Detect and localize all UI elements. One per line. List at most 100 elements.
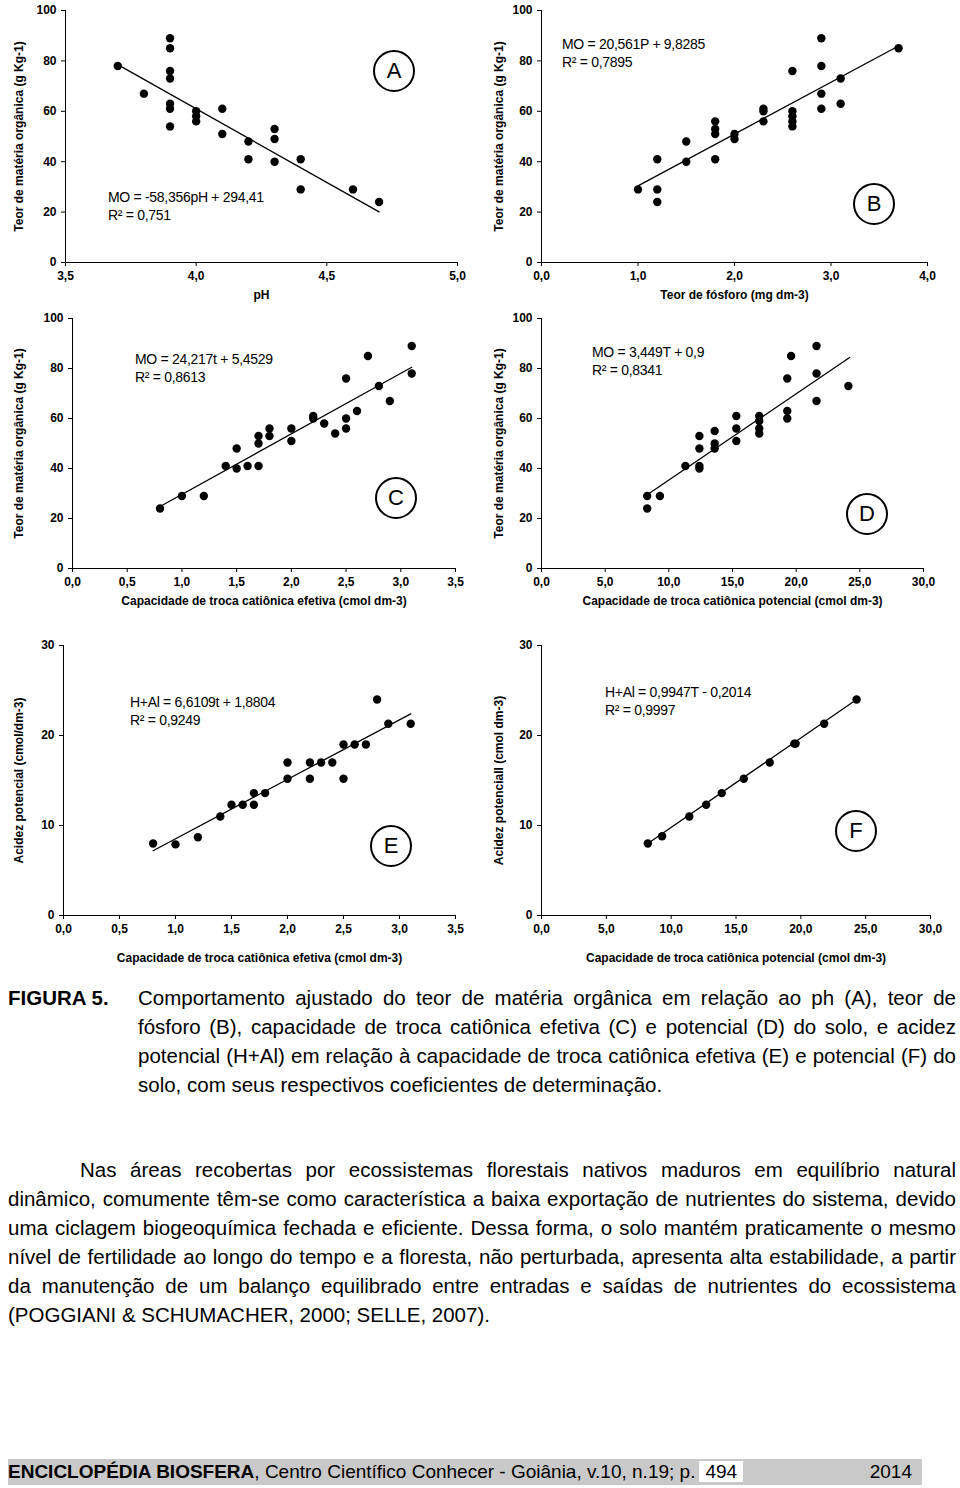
html-text:R² = 0,8341: R² = 0,8341 — [592, 362, 663, 378]
svg-text:20: 20 — [43, 205, 57, 219]
svg-text:pH: pH — [254, 288, 270, 302]
html-text:A: A — [386, 58, 402, 83]
svg-text:20,0: 20,0 — [789, 922, 813, 936]
svg-text:60: 60 — [43, 104, 57, 118]
svg-text:80: 80 — [50, 361, 64, 375]
svg-text:80: 80 — [519, 361, 533, 375]
svg-text:60: 60 — [50, 411, 64, 425]
svg-text:4,0: 4,0 — [919, 269, 936, 283]
svg-text:3,5: 3,5 — [447, 922, 464, 936]
svg-text:5,0: 5,0 — [597, 575, 614, 589]
svg-text:10,0: 10,0 — [659, 922, 683, 936]
svg-text:40: 40 — [519, 461, 533, 475]
svg-text:Teor de matéria orgânica (g Kg: Teor de matéria orgânica (g Kg-1) — [12, 41, 26, 231]
svg-text:3,5: 3,5 — [57, 269, 74, 283]
svg-text:0,5: 0,5 — [111, 922, 128, 936]
html-text:R² = 0,7895: R² = 0,7895 — [562, 54, 633, 70]
svg-text:100: 100 — [36, 3, 56, 17]
html-text:Nas áreas recobertas por ecoss: Nas áreas recobertas por ecossistemas fl… — [8, 1158, 956, 1326]
svg-text:15,0: 15,0 — [724, 922, 748, 936]
svg-text:0,0: 0,0 — [64, 575, 81, 589]
svg-text:0: 0 — [526, 561, 533, 575]
svg-text:20: 20 — [519, 511, 533, 525]
svg-text:100: 100 — [43, 311, 63, 325]
svg-text:10: 10 — [519, 818, 533, 832]
html-text:2014: 2014 — [869, 1461, 912, 1482]
svg-text:1,5: 1,5 — [228, 575, 245, 589]
html-text:494: 494 — [705, 1461, 738, 1482]
html-text:MO = 24,217t + 5,4529: MO = 24,217t + 5,4529 — [135, 351, 273, 367]
svg-text:20: 20 — [519, 728, 533, 742]
svg-text:3,0: 3,0 — [391, 922, 408, 936]
svg-text:80: 80 — [519, 54, 533, 68]
svg-text:0: 0 — [50, 255, 57, 269]
svg-text:30: 30 — [519, 638, 533, 652]
svg-text:3,5: 3,5 — [447, 575, 464, 589]
svg-text:0,5: 0,5 — [119, 575, 136, 589]
svg-text:0,0: 0,0 — [533, 269, 550, 283]
html-text:ENCICLOPÉDIA BIOSFERA, Centro: ENCICLOPÉDIA BIOSFERA, Centro Científico… — [8, 1461, 696, 1482]
svg-text:60: 60 — [519, 411, 533, 425]
svg-text:Teor de matéria orgânica (g Kg: Teor de matéria orgânica (g Kg-1) — [12, 348, 26, 538]
svg-text:Teor de matéria orgânica (g Kg: Teor de matéria orgânica (g Kg-1) — [492, 41, 506, 231]
svg-text:40: 40 — [43, 155, 57, 169]
svg-text:0: 0 — [526, 908, 533, 922]
svg-text:25,0: 25,0 — [854, 922, 878, 936]
svg-text:Capacidade de troca catiônica: Capacidade de troca catiônica potencial … — [582, 594, 882, 608]
html-text:Comportamento ajustado do teor: Comportamento ajustado do teor de matéri… — [138, 986, 956, 1096]
svg-text:0,0: 0,0 — [55, 922, 72, 936]
svg-text:1,0: 1,0 — [167, 922, 184, 936]
svg-text:2,5: 2,5 — [335, 922, 352, 936]
svg-text:4,0: 4,0 — [188, 269, 205, 283]
svg-text:0,0: 0,0 — [533, 575, 550, 589]
svg-text:2,0: 2,0 — [726, 269, 743, 283]
svg-text:Capacidade de troca catiônica: Capacidade de troca catiônica efetiva (c… — [117, 951, 402, 965]
svg-text:0,0: 0,0 — [533, 922, 550, 936]
svg-text:4,5: 4,5 — [318, 269, 335, 283]
svg-text:Capacidade de troca catiônica: Capacidade de troca catiônica efetiva (c… — [121, 594, 406, 608]
svg-text:5,0: 5,0 — [449, 269, 466, 283]
svg-text:10,0: 10,0 — [657, 575, 681, 589]
svg-text:3,0: 3,0 — [392, 575, 409, 589]
svg-text:100: 100 — [512, 3, 532, 17]
svg-text:1,0: 1,0 — [630, 269, 647, 283]
svg-text:100: 100 — [512, 311, 532, 325]
html-text:B: B — [866, 191, 882, 216]
svg-text:2,0: 2,0 — [279, 922, 296, 936]
svg-text:0: 0 — [526, 255, 533, 269]
html-text:C: C — [388, 485, 404, 510]
html-text:MO = -58,356pH + 294,41: MO = -58,356pH + 294,41 — [108, 189, 264, 205]
svg-text:5,0: 5,0 — [598, 922, 615, 936]
svg-text:15,0: 15,0 — [721, 575, 745, 589]
svg-text:Capacidade de troca catiônica: Capacidade de troca catiônica potencial … — [586, 951, 886, 965]
html-text:R² = 0,751: R² = 0,751 — [108, 207, 171, 223]
html-text:MO = 20,561P + 9,8285: MO = 20,561P + 9,8285 — [562, 36, 705, 52]
html-text:FIGURA 5.: FIGURA 5. — [8, 986, 109, 1009]
svg-text:10: 10 — [41, 818, 55, 832]
svg-text:Teor de fósforo (mg dm-3): Teor de fósforo (mg dm-3) — [660, 288, 808, 302]
svg-text:Teor de matéria orgânica (g Kg: Teor de matéria orgânica (g Kg-1) — [492, 348, 506, 538]
svg-text:80: 80 — [43, 54, 57, 68]
svg-text:Acidez potencial (cmol/dm-3): Acidez potencial (cmol/dm-3) — [12, 697, 26, 863]
svg-text:20: 20 — [41, 728, 55, 742]
svg-text:1,0: 1,0 — [174, 575, 191, 589]
svg-text:40: 40 — [519, 155, 533, 169]
svg-text:40: 40 — [50, 461, 64, 475]
svg-text:2,5: 2,5 — [338, 575, 355, 589]
svg-text:20: 20 — [50, 511, 64, 525]
svg-text:30,0: 30,0 — [919, 922, 943, 936]
svg-text:1,5: 1,5 — [223, 922, 240, 936]
svg-text:20: 20 — [519, 205, 533, 219]
svg-text:0: 0 — [48, 908, 55, 922]
svg-text:0: 0 — [57, 561, 64, 575]
html-text:R² = 0,8613: R² = 0,8613 — [135, 369, 206, 385]
svg-text:20,0: 20,0 — [784, 575, 808, 589]
svg-text:30,0: 30,0 — [912, 575, 936, 589]
svg-text:25,0: 25,0 — [848, 575, 872, 589]
svg-text:60: 60 — [519, 104, 533, 118]
svg-text:Acidez potenciall (cmol dm-3): Acidez potenciall (cmol dm-3) — [492, 696, 506, 865]
svg-text:3,0: 3,0 — [823, 269, 840, 283]
html-text:MO = 3,449T + 0,9: MO = 3,449T + 0,9 — [592, 344, 705, 360]
svg-text:2,0: 2,0 — [283, 575, 300, 589]
svg-text:30: 30 — [41, 638, 55, 652]
